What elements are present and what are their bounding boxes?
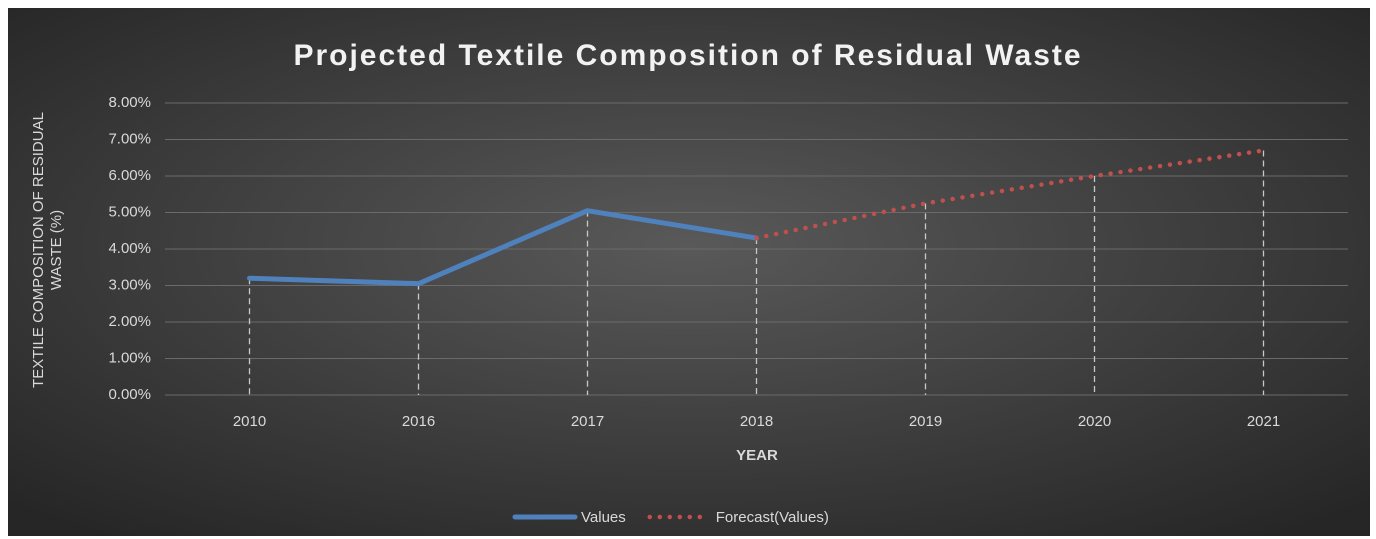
x-tick-label: 2016 xyxy=(402,413,435,430)
y-tick-label: 7.00% xyxy=(108,130,151,147)
y-tick-label: 4.00% xyxy=(108,240,151,257)
y-axis-label: TEXTILE COMPOSITION OF RESIDUAL WASTE (%… xyxy=(30,112,65,388)
chart-background xyxy=(8,8,1370,536)
x-tick-label: 2019 xyxy=(909,413,942,430)
x-tick-label: 2017 xyxy=(571,413,604,430)
y-tick-label: 8.00% xyxy=(108,94,151,111)
x-tick-label: 2021 xyxy=(1247,413,1280,430)
x-tick-label: 2020 xyxy=(1078,413,1111,430)
y-tick-label: 1.00% xyxy=(108,349,151,366)
x-tick-label: 2018 xyxy=(740,413,773,430)
series-line xyxy=(754,148,1266,241)
y-tick-label: 5.00% xyxy=(108,203,151,220)
y-tick-label: 0.00% xyxy=(108,386,151,403)
chart-title: Projected Textile Composition of Residua… xyxy=(293,39,1082,72)
y-tick-label: 3.00% xyxy=(108,276,151,293)
series-line xyxy=(247,208,759,287)
legend-label: Forecast(Values) xyxy=(716,509,829,526)
x-tick-label: 2010 xyxy=(233,413,266,430)
y-tick-label: 2.00% xyxy=(108,313,151,330)
legend-label: Values xyxy=(581,509,626,526)
y-tick-label: 6.00% xyxy=(108,167,151,184)
x-axis-label: YEAR xyxy=(736,447,778,464)
